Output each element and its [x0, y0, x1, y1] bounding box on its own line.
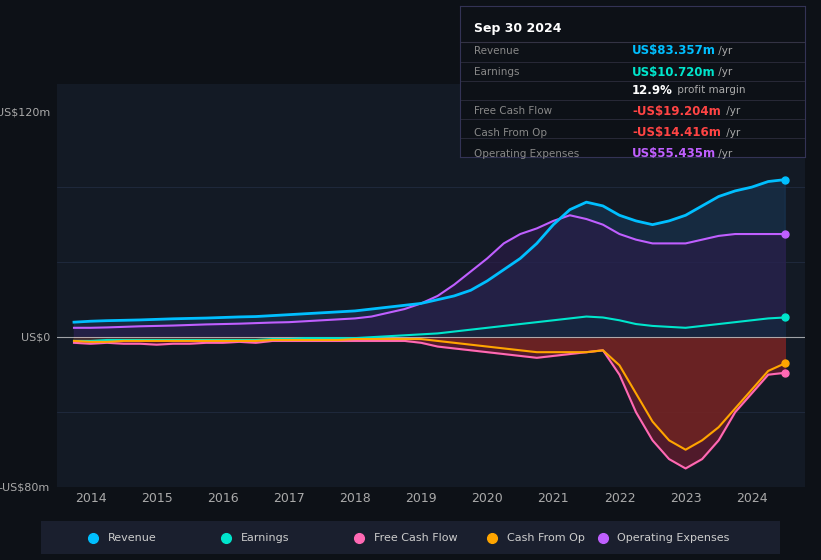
Text: -US$14.416m: -US$14.416m — [632, 126, 721, 139]
Text: Sep 30 2024: Sep 30 2024 — [474, 22, 561, 35]
Text: Revenue: Revenue — [474, 46, 519, 56]
Text: Revenue: Revenue — [108, 533, 156, 543]
Text: Free Cash Flow: Free Cash Flow — [474, 106, 552, 116]
Text: -US$19.204m: -US$19.204m — [632, 105, 721, 118]
Text: -US$80m: -US$80m — [0, 482, 50, 492]
Text: profit margin: profit margin — [673, 85, 745, 95]
Text: US$120m: US$120m — [0, 107, 50, 117]
Text: /yr: /yr — [723, 128, 741, 138]
Text: /yr: /yr — [723, 106, 741, 116]
Text: US$10.720m: US$10.720m — [632, 66, 716, 78]
Text: /yr: /yr — [715, 67, 732, 77]
Text: Cash From Op: Cash From Op — [474, 128, 547, 138]
Text: Earnings: Earnings — [241, 533, 289, 543]
Text: Operating Expenses: Operating Expenses — [474, 149, 579, 159]
Text: Earnings: Earnings — [474, 67, 519, 77]
Text: US$55.435m: US$55.435m — [632, 147, 716, 160]
Text: US$83.357m: US$83.357m — [632, 44, 716, 58]
Text: /yr: /yr — [715, 46, 732, 56]
Text: /yr: /yr — [715, 149, 732, 159]
Text: 12.9%: 12.9% — [632, 84, 673, 97]
Text: Free Cash Flow: Free Cash Flow — [374, 533, 457, 543]
Text: Operating Expenses: Operating Expenses — [617, 533, 730, 543]
Text: US$0: US$0 — [21, 332, 50, 342]
Text: Cash From Op: Cash From Op — [507, 533, 585, 543]
